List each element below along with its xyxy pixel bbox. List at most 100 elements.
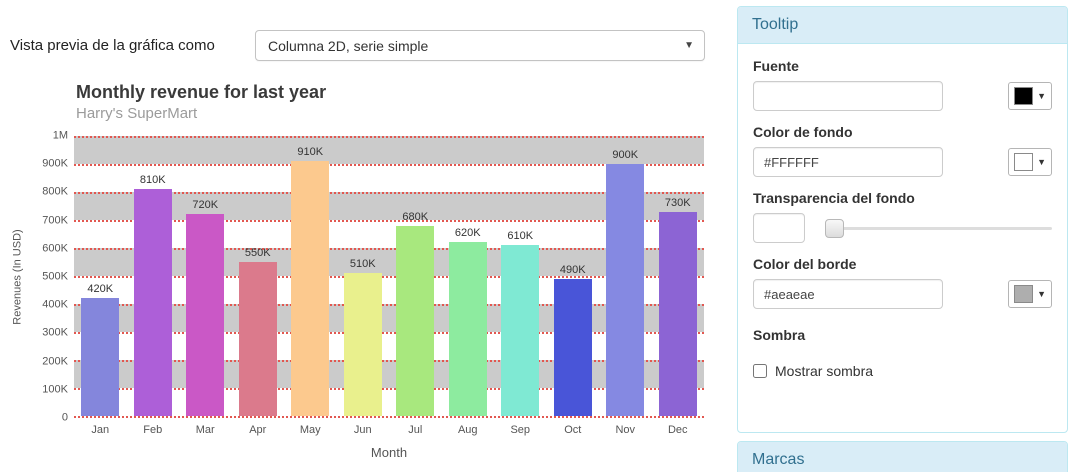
color-fondo-color-picker-button[interactable]: ▼: [1008, 148, 1052, 176]
x-axis-category-label: May: [299, 424, 321, 436]
plot-band: [74, 220, 704, 248]
y-axis-tick-label: 700K: [42, 213, 68, 226]
bar-value-label: 550K: [244, 247, 271, 259]
mostrar-sombra-row: Mostrar sombra: [753, 363, 1052, 379]
x-axis-category-label: Feb: [143, 424, 163, 436]
bar-value-label: 620K: [454, 227, 481, 240]
chart-subtitle: Harry's SuperMart: [76, 105, 198, 122]
y-axis: 1M 900K 800K 700K 600K 500K 400K 300K 200K 100K 0: [26, 129, 74, 423]
bar-jun[interactable]: [343, 273, 382, 416]
x-axis-category-label: Oct: [564, 424, 582, 436]
bar-jul[interactable]: [396, 225, 435, 416]
color-fondo-color-swatch: [1014, 153, 1034, 171]
x-axis-labels: Jan Feb Mar Apr May Jun Jul Aug Sep Oct Nov Dec: [74, 418, 704, 436]
sombra-label: Sombra: [753, 327, 806, 343]
plot-band: [74, 164, 704, 192]
bar-slot: 910K: [284, 136, 337, 416]
fuente-input[interactable]: [753, 81, 943, 111]
bar-slot: 490K: [547, 136, 600, 416]
fuente-label: Fuente: [753, 58, 799, 74]
color-borde-input[interactable]: [753, 279, 943, 309]
bar-value-label: 680K: [402, 210, 429, 223]
chart-type-dropdown-value: Columna 2D, serie simple: [268, 37, 429, 54]
bar-value-label: 420K: [87, 283, 114, 296]
chevron-down-icon: ▼: [1037, 157, 1046, 167]
plot-band: [74, 136, 704, 164]
color-fondo-label: Color de fondo: [753, 124, 853, 140]
bar-value-label: 490K: [559, 263, 586, 276]
bar-slot: 900K: [599, 136, 652, 416]
color-borde-color-picker-button[interactable]: ▼: [1008, 280, 1052, 308]
transparencia-slider-handle[interactable]: [825, 218, 844, 238]
bar-feb[interactable]: [133, 189, 172, 416]
chevron-down-icon: ▼: [1037, 289, 1046, 299]
y-axis-tick-label: 100K: [42, 383, 68, 396]
bar-value-label: 610K: [507, 230, 534, 243]
y-axis-tick-label: 0: [61, 411, 68, 424]
bar-slot: 610K: [494, 136, 547, 416]
bars-container: 420K 810K 720K 550K 910K 510K 680K 620K 610K 490K…: [74, 136, 704, 416]
y-axis-tick-label: 300K: [42, 326, 68, 339]
y-axis-tick-label: 800K: [42, 185, 68, 198]
marcas-panel: Marcas: [737, 441, 1068, 472]
bar-may[interactable]: [291, 161, 330, 416]
transparencia-input[interactable]: [753, 213, 805, 243]
x-axis-category-label: Apr: [249, 424, 267, 436]
preview-label: Vista previa de la gráfica como: [10, 37, 215, 54]
chart-type-dropdown[interactable]: Columna 2D, serie simple ▼: [255, 30, 705, 61]
plot-band: [74, 248, 704, 276]
chart-title: Monthly revenue for last year: [76, 82, 327, 102]
chart-body: Revenues (In USD) 1M 900K 800K 700K 600K 500K…: [10, 129, 704, 460]
chevron-down-icon: ▼: [684, 40, 694, 51]
bar-value-label: 730K: [664, 196, 691, 209]
bar-value-label: 510K: [349, 258, 376, 271]
transparencia-label: Transparencia del fondo: [753, 190, 915, 206]
x-axis-category-label: Mar: [195, 424, 215, 436]
color-fondo-group: Color de fondo ▼: [753, 124, 1052, 177]
plot-band: [74, 332, 704, 360]
fuente-color-picker-button[interactable]: ▼: [1008, 82, 1052, 110]
x-axis-category-label: Jul: [408, 424, 423, 436]
x-axis-category-label: Sep: [510, 424, 531, 436]
bar-slot: 550K: [232, 136, 285, 416]
color-fondo-input[interactable]: [753, 147, 943, 177]
bar-dec[interactable]: [658, 211, 697, 416]
bar-jan[interactable]: [81, 298, 120, 416]
plot-band: [74, 360, 704, 388]
bar-slot: 620K: [442, 136, 495, 416]
chevron-down-icon: ▼: [1037, 91, 1046, 101]
tooltip-panel-header[interactable]: Tooltip: [738, 7, 1067, 44]
preview-controls: Vista previa de la gráfica como Columna …: [10, 30, 705, 61]
bar-value-label: 810K: [139, 174, 166, 187]
fuente-group: Fuente ▼: [753, 58, 1052, 111]
chart-preview: Monthly revenue for last year Harry's Su…: [10, 82, 704, 460]
tooltip-panel: Tooltip Fuente ▼ Color de fondo: [737, 6, 1068, 433]
color-borde-group: Color del borde ▼: [753, 256, 1052, 309]
bar-value-label: 900K: [612, 149, 639, 161]
y-axis-tick-label: 1M: [52, 129, 68, 142]
transparencia-slider-track[interactable]: [825, 218, 1052, 238]
color-borde-color-swatch: [1014, 285, 1034, 303]
mostrar-sombra-checkbox[interactable]: [753, 364, 767, 378]
bar-slot: 420K: [74, 136, 127, 416]
plot-band: [74, 192, 704, 220]
bar-oct[interactable]: [553, 278, 592, 416]
bar-mar[interactable]: [186, 214, 225, 416]
bar-sep[interactable]: [501, 245, 540, 416]
bar-slot: 720K: [179, 136, 232, 416]
x-axis-category-label: Dec: [667, 424, 688, 436]
bar-apr[interactable]: [238, 262, 277, 416]
bar-nov[interactable]: [606, 164, 645, 416]
y-axis-tick-label: 200K: [42, 354, 68, 367]
plot-band: [74, 388, 704, 416]
bar-aug[interactable]: [448, 242, 487, 416]
transparencia-group: Transparencia del fondo: [753, 190, 1052, 243]
color-borde-label: Color del borde: [753, 256, 857, 272]
y-axis-tick-label: 500K: [42, 270, 68, 283]
x-axis-category-label: Jun: [353, 424, 372, 436]
marcas-panel-header[interactable]: Marcas: [738, 442, 1067, 472]
plot-area: 420K 810K 720K 550K 910K 510K 680K 620K 610K 490K…: [74, 136, 704, 418]
x-axis-category-label: Nov: [615, 424, 636, 436]
y-axis-tick-label: 900K: [42, 157, 68, 170]
